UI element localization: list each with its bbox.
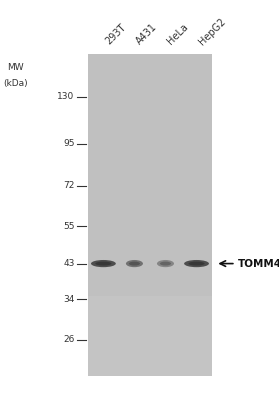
Bar [88, 296, 212, 376]
Bar [88, 54, 212, 376]
Ellipse shape [129, 262, 140, 266]
Text: 55: 55 [63, 222, 74, 231]
Ellipse shape [91, 260, 116, 267]
Ellipse shape [157, 260, 174, 267]
Text: A431: A431 [134, 22, 159, 47]
Text: 26: 26 [63, 335, 74, 344]
Text: (kDa): (kDa) [3, 79, 28, 88]
Text: 43: 43 [63, 259, 74, 268]
Text: HepG2: HepG2 [196, 16, 227, 47]
Ellipse shape [95, 262, 112, 266]
Text: 293T: 293T [104, 22, 128, 47]
Ellipse shape [184, 260, 209, 267]
Text: MW: MW [7, 64, 24, 72]
Text: TOMM40: TOMM40 [238, 258, 279, 268]
Ellipse shape [188, 262, 205, 266]
Text: HeLa: HeLa [165, 22, 190, 47]
Ellipse shape [126, 260, 143, 267]
Text: 72: 72 [63, 181, 74, 190]
Ellipse shape [160, 262, 171, 266]
Text: 130: 130 [57, 92, 74, 101]
Text: 34: 34 [63, 294, 74, 304]
Text: 95: 95 [63, 140, 74, 148]
